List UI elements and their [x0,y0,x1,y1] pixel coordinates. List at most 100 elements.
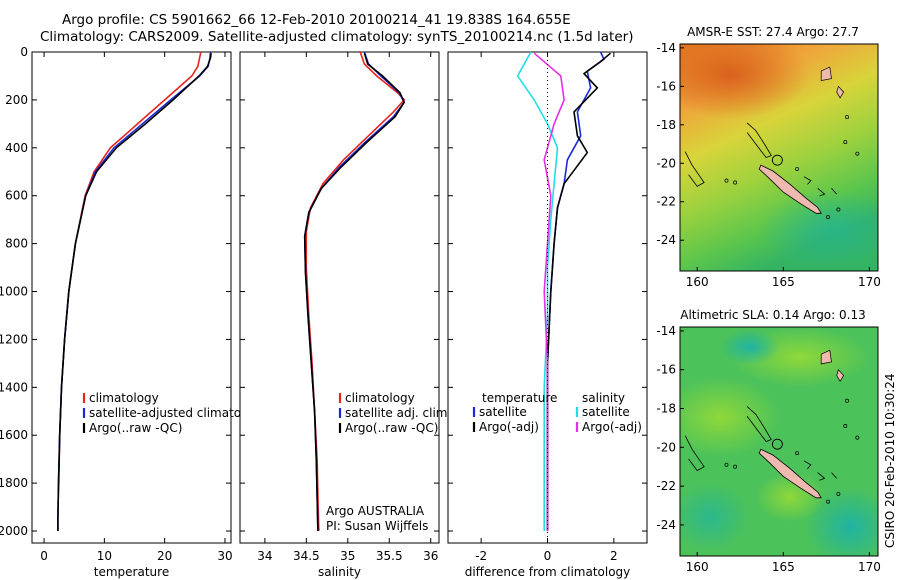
islet-marker [843,140,848,145]
loyalty-islands-outline [831,472,837,479]
sst_map-title: AMSR-E SST: 27.4 Argo: 27.7 [687,25,859,39]
islet-marker [855,151,860,156]
sst_map-field [680,44,878,271]
temperature-xtick-label: 0 [40,549,48,563]
sst_map-ytick-label: -24 [656,233,676,247]
sst_map-ytick-label: -22 [656,195,676,209]
difference-xtick-label: 2 [610,549,618,563]
sla_map-frame [679,326,879,557]
sst_map-ytick-label: -16 [656,79,676,93]
temperature-series-group [57,51,212,531]
islet-marker [733,464,738,469]
sla-low-patch [720,329,780,365]
salinity-xtick-label: 34.5 [293,549,320,563]
sla_map-ytick-label: -22 [656,479,676,493]
depth-tick-label: 1000 [0,285,28,299]
sst-cool-patch [760,189,878,269]
vanuatu-island [820,349,832,365]
side-timestamp: CSIRO 20-Feb-2010 10:30:24 [883,373,897,548]
reef-outline [684,435,705,472]
depth-tick-label: 1800 [0,476,28,490]
depth-tick-label: 1400 [0,380,28,394]
vanuatu-island [836,368,845,382]
difference-xtick-label: -2 [475,549,487,563]
sal-annotation: PI: Susan Wijffels [326,519,428,533]
islet-marker [843,424,848,428]
temp-legend-item: climatology [89,391,159,405]
sst_map-xtick-label: 160 [686,275,709,289]
temperature-series-line-2 [57,53,212,531]
temperature-xtick-label: 10 [97,549,112,563]
sla_map-title: Altimetric SLA: 0.14 Argo: 0.13 [680,308,865,322]
sla_map-ytick-label: -16 [656,363,676,377]
salinity-xtick-label: 35 [340,549,355,563]
sla_map-ytick-label: -18 [656,402,676,416]
depth-tick-label: 600 [5,189,28,203]
sst_map-frame [679,43,879,272]
sal-annotation: Argo AUSTRALIA [326,504,425,518]
difference-series-group [516,51,612,531]
depth-tick-label: 1600 [0,428,28,442]
reef-outline [746,406,772,442]
depth-tick-label: 400 [5,141,28,155]
loyalty-islands-outline [817,187,826,197]
sla_map-xtick-label: 165 [772,560,795,574]
islet-marker [836,491,841,496]
islet-marker [733,180,738,185]
temperature-xtick-label: 30 [217,549,232,563]
islet-marker [795,167,800,171]
chart-title-line1: Argo profile: CS 5901662_66 12-Feb-2010 … [62,12,571,28]
islet-marker [845,115,849,120]
islet-marker [795,451,800,456]
diff-legend-sal-item: Argo(-adj) [582,420,642,434]
sal-legend-item: climatology [345,391,415,405]
sla-low-patch [680,482,750,552]
islet-marker [826,215,831,220]
difference-series-line-3 [533,52,565,531]
sla_map-field [680,327,878,556]
sst_map-ytick-label: -20 [656,156,676,170]
sla_map-xtick-label: 170 [858,560,881,574]
salinity-series-group [303,51,406,532]
diff-legend-temp-item: Argo(-adj) [479,420,539,434]
depth-tick-label: 1200 [0,332,28,346]
islet-marker [724,462,729,467]
sst_map-ytick-label: -18 [656,118,676,132]
sst_map-ytick-label: -14 [656,41,676,55]
diff-legend-temp-item: satellite [479,405,527,419]
sla_map-ytick-label: -24 [656,518,676,532]
sal-legend-item: Argo(..raw -QC) [345,421,438,435]
sla_map-argo-position-marker [771,438,783,450]
vanuatu-island [820,66,832,82]
loyalty-islands-outline [831,188,837,195]
temp-legend-item: Argo(..raw -QC) [89,421,182,435]
sst-warm-patch [680,44,810,119]
sla_map-ytick-label: -14 [656,324,676,338]
temperature-plot-frame [31,51,232,544]
chart-title-line2: Climatology: CARS2009. Satellite-adjuste… [40,29,634,45]
temp-legend-item: satellite-adjusted climatology [89,406,267,420]
islet-marker [855,435,860,440]
islet-marker [836,207,841,212]
temperature-xlabel: temperature [94,565,169,579]
sla_map-xtick-label: 160 [686,560,709,574]
diff-legend-title-sal: salinity [582,391,625,405]
reef-outline [746,122,772,158]
sal-legend-item: satellite adj. clim. [345,406,451,420]
salinity-plot-frame [239,51,440,544]
reef-outline [684,151,705,187]
islet-marker [724,178,729,183]
depth-tick-label: 800 [5,237,28,251]
salinity-xlabel: salinity [318,565,361,579]
salinity-xtick-label: 35.5 [376,549,403,563]
difference-series-line-2 [516,51,559,531]
loyalty-islands-outline [817,472,826,481]
difference-xtick-label: 0 [544,549,552,563]
sst_map-xtick-label: 170 [858,275,881,289]
islet-marker [826,499,831,504]
depth-tick-label: 2000 [0,524,28,538]
salinity-xtick-label: 34 [257,549,272,563]
temperature-xtick-label: 20 [157,549,172,563]
sla-high-patch [680,377,780,457]
